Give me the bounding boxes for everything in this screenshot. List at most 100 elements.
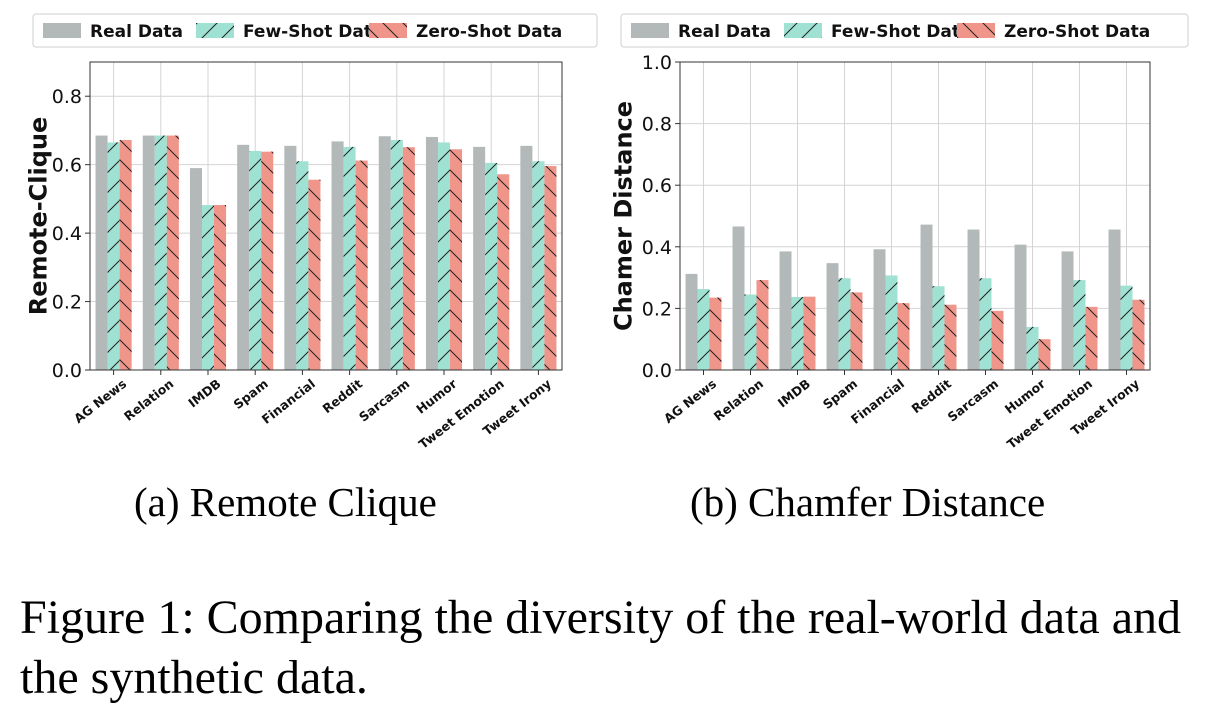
y-tick-label: 1.0 (642, 52, 672, 74)
bar-zero-shot-data-imdb-hatch (803, 296, 816, 370)
bar-zero-shot-data-sarcasm-hatch (991, 310, 1004, 370)
bar-few-shot-data-financial-hatch (885, 275, 898, 370)
legend-box (620, 13, 1189, 48)
bar-zero-shot-data-financial-hatch (897, 303, 910, 370)
bar-few-shot-data-imdb-hatch (201, 205, 215, 370)
legend-swatch-real-data (631, 23, 669, 38)
bars-a (95, 135, 557, 370)
bar-zero-shot-data-tweet-irony-hatch (1132, 299, 1145, 370)
bar-few-shot-data-relation-hatch (154, 135, 167, 370)
bar-zero-shot-data-financial-hatch (308, 179, 321, 370)
legend-label-few-shot-data: Few-Shot Data (243, 22, 383, 42)
bar-few-shot-data-sarcasm-hatch (979, 278, 992, 370)
bar-real-data-financial (284, 145, 297, 370)
y-tick-label: 0.0 (52, 360, 82, 382)
x-tick-label-imdb: IMDB (775, 376, 813, 411)
bar-real-data-humor (425, 136, 438, 370)
bar-real-data-spam (826, 263, 839, 370)
bar-zero-shot-data-ag-news-hatch (119, 140, 132, 370)
bar-few-shot-data-humor-hatch (437, 142, 451, 370)
bar-real-data-humor (1014, 244, 1027, 370)
figure-caption: Figure 1: Comparing the diversity of the… (20, 591, 1182, 704)
y-tick-label: 0.6 (642, 175, 672, 197)
bar-zero-shot-data-tweet-emotion-hatch (497, 174, 510, 370)
bar-real-data-reddit (331, 141, 344, 370)
bar-real-data-sarcasm (967, 229, 980, 370)
bar-real-data-tweet-irony (1108, 229, 1121, 370)
bar-few-shot-data-humor-hatch (1026, 326, 1039, 370)
bar-zero-shot-data-imdb-hatch (214, 205, 227, 370)
legend-label-zero-shot-data: Zero-Shot Data (416, 22, 562, 42)
bar-real-data-sarcasm (378, 136, 391, 370)
x-tick-label-sarcasm: Sarcasm (945, 376, 1001, 425)
x-tick-label-spam: Spam (231, 376, 271, 412)
bar-few-shot-data-spam-hatch (249, 150, 262, 370)
legend-label-real-data: Real Data (678, 22, 771, 42)
legend-swatch-hatch-zero-shot-data (957, 23, 995, 38)
bar-few-shot-data-relation-hatch (744, 294, 757, 370)
legend-a: Real Data Few-Shot Data Zero-Shot Data (32, 13, 598, 48)
legend-label-real-data: Real Data (90, 22, 183, 42)
bar-zero-shot-data-tweet-emotion-hatch (1085, 306, 1098, 370)
bar-few-shot-data-tweet-irony-hatch (532, 161, 545, 370)
bar-zero-shot-data-sarcasm-hatch (402, 147, 415, 370)
x-tick-label-relation: Relation (711, 376, 766, 424)
subfigure-caption-a: (a) Remote Clique (134, 479, 437, 525)
y-tick-label: 0.0 (642, 360, 672, 382)
x-tick-label-ag-news: AG News (661, 376, 719, 426)
x-tick-label-spam: Spam (820, 376, 860, 412)
bar-zero-shot-data-ag-news-hatch (709, 297, 722, 370)
bar-few-shot-data-reddit-hatch (932, 286, 945, 370)
y-tick-label: 0.2 (642, 298, 672, 320)
plot-frame-b (679, 61, 1151, 371)
bar-few-shot-data-sarcasm-hatch (390, 140, 403, 370)
x-tick-label-financial: Financial (259, 376, 318, 427)
bar-zero-shot-data-spam-hatch (261, 151, 274, 370)
x-tick-label-relation: Relation (121, 376, 176, 424)
x-tick-label-tweet-emotion: Tweet Emotion (416, 376, 507, 452)
bar-real-data-tweet-emotion (473, 146, 486, 370)
y-axis-label-b: Chamer Distance (609, 101, 637, 331)
bar-zero-shot-data-relation-hatch (166, 135, 179, 370)
y-tick-label: 0.8 (52, 86, 82, 108)
bar-zero-shot-data-relation-hatch (756, 280, 769, 370)
bar-few-shot-data-tweet-emotion-hatch (1073, 280, 1086, 370)
bar-zero-shot-data-humor-hatch (1038, 339, 1051, 370)
y-tick-label: 0.2 (52, 292, 82, 314)
bar-few-shot-data-ag-news-hatch (697, 288, 710, 370)
x-tick-label-ag-news: AG News (71, 376, 129, 426)
x-tick-label-sarcasm: Sarcasm (356, 376, 412, 425)
bar-real-data-imdb (779, 251, 792, 370)
legend-swatch-real-data (43, 23, 81, 38)
x-tick-label-tweet-emotion: Tweet Emotion (1004, 376, 1095, 452)
plot-frame-a (89, 61, 563, 371)
legend-box (32, 13, 598, 48)
x-tick-label-imdb: IMDB (185, 376, 223, 411)
legend-b: Real Data Few-Shot Data Zero-Shot Data (620, 13, 1189, 48)
bar-zero-shot-data-reddit-hatch (355, 160, 368, 370)
bar-real-data-ag-news (685, 273, 698, 370)
bars-b (685, 224, 1145, 370)
bar-zero-shot-data-spam-hatch (850, 292, 863, 370)
bar-real-data-imdb (189, 168, 202, 370)
bar-few-shot-data-financial-hatch (296, 161, 309, 370)
legend-swatch-hatch-few-shot-data (784, 23, 822, 38)
y-tick-label: 0.8 (642, 114, 672, 136)
bar-few-shot-data-tweet-emotion-hatch (485, 162, 498, 370)
bar-real-data-tweet-irony (520, 145, 533, 370)
bar-zero-shot-data-tweet-irony-hatch (544, 166, 557, 370)
y-axis-label-a: Remote-Clique (24, 117, 52, 316)
bar-few-shot-data-tweet-irony-hatch (1120, 285, 1133, 370)
bar-real-data-reddit (920, 224, 933, 370)
bar-real-data-spam (237, 144, 250, 370)
y-tick-label: 0.4 (642, 237, 672, 259)
bar-few-shot-data-imdb-hatch (791, 297, 804, 370)
y-tick-label: 0.4 (52, 223, 82, 245)
legend-label-few-shot-data: Few-Shot Data (831, 22, 971, 42)
legend-label-zero-shot-data: Zero-Shot Data (1004, 22, 1150, 42)
bar-real-data-relation (732, 226, 745, 370)
